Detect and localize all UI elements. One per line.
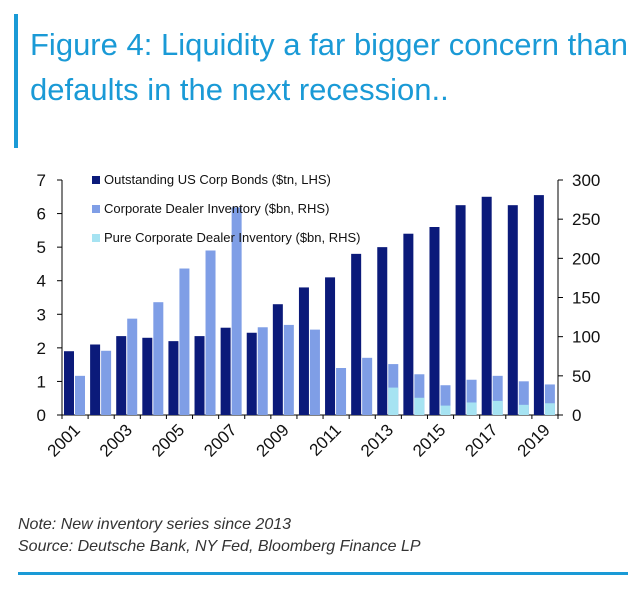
bonds-bar xyxy=(533,195,544,415)
left-tick-label: 4 xyxy=(37,272,46,291)
right-tick-label: 300 xyxy=(572,171,600,190)
bonds-bar xyxy=(377,247,388,415)
dealer-inventory-bar xyxy=(179,268,190,415)
bonds-bar xyxy=(455,205,466,415)
bonds-bar xyxy=(351,253,362,415)
right-tick-label: 150 xyxy=(572,289,600,308)
bonds-bar xyxy=(142,337,153,415)
dealer-inventory-bar xyxy=(283,324,294,415)
dealer-inventory-bar xyxy=(127,318,138,415)
pure-dealer-inventory-bar xyxy=(440,405,451,415)
bonds-bar xyxy=(429,227,440,415)
legend-dealer-inventory-swatch xyxy=(92,205,100,213)
left-tick-label: 3 xyxy=(37,305,46,324)
dealer-inventory-bar xyxy=(544,384,555,415)
bonds-bar xyxy=(325,277,336,415)
bonds-bar xyxy=(507,205,518,415)
bonds-bar xyxy=(168,341,179,415)
left-tick-label: 0 xyxy=(37,406,46,425)
right-tick-label: 100 xyxy=(572,328,600,347)
pure-dealer-inventory-bar xyxy=(492,400,503,415)
x-tick-label: 2003 xyxy=(96,420,136,460)
left-tick-label: 2 xyxy=(37,339,46,358)
dealer-inventory-bar xyxy=(309,329,320,415)
dealer-inventory-bar xyxy=(205,250,216,415)
right-tick-label: 200 xyxy=(572,249,600,268)
left-tick-label: 6 xyxy=(37,205,46,224)
dealer-inventory-bar xyxy=(153,302,164,415)
x-tick-label: 2011 xyxy=(306,420,345,459)
left-tick-label: 5 xyxy=(37,238,46,257)
legend-bonds-swatch xyxy=(92,176,100,184)
legend-pure-dealer-inventory-label: Pure Corporate Dealer Inventory ($bn, RH… xyxy=(104,230,361,245)
legend-bonds-label: Outstanding US Corp Bonds ($tn, LHS) xyxy=(104,172,331,187)
right-tick-label: 0 xyxy=(572,406,581,425)
note-text: Note: New inventory series since 2013 xyxy=(18,516,292,533)
dealer-inventory-bar xyxy=(466,379,477,415)
x-tick-label: 2017 xyxy=(461,420,501,460)
figure-title: Figure 4: Liquidity a far bigger concern… xyxy=(30,27,628,107)
left-tick-label: 7 xyxy=(37,171,46,190)
bonds-bar xyxy=(298,287,309,415)
bottom-rule xyxy=(18,572,628,575)
bonds-bar xyxy=(64,351,74,415)
x-tick-label: 2005 xyxy=(148,420,188,460)
legend-pure-dealer-inventory-swatch xyxy=(92,234,100,242)
bonds-bar xyxy=(90,344,101,415)
dealer-inventory-bar xyxy=(101,350,112,415)
x-tick-label: 2015 xyxy=(409,420,449,460)
pure-dealer-inventory-bar xyxy=(414,397,425,415)
bonds-bar xyxy=(246,332,257,415)
pure-dealer-inventory-bar xyxy=(388,387,399,415)
right-tick-label: 250 xyxy=(572,210,600,229)
dealer-inventory-bar xyxy=(414,374,425,415)
dealer-inventory-bar xyxy=(231,207,242,415)
bonds-bar xyxy=(194,336,205,415)
legend-dealer-inventory-label: Corporate Dealer Inventory ($bn, RHS) xyxy=(104,201,329,216)
dealer-inventory-bar xyxy=(75,375,85,415)
dealer-inventory-bar xyxy=(518,381,529,415)
bonds-bar xyxy=(403,233,414,415)
left-tick-label: 1 xyxy=(37,372,46,391)
x-tick-label: 2019 xyxy=(514,420,554,460)
pure-dealer-inventory-bar xyxy=(466,402,477,415)
chart-notes: Note: New inventory series since 2013 So… xyxy=(18,514,421,558)
dealer-inventory-bar xyxy=(257,327,268,415)
bonds-bar xyxy=(272,304,283,415)
x-tick-label: 2001 xyxy=(44,420,84,460)
pure-dealer-inventory-bar xyxy=(518,404,529,415)
bar-chart: 0 1 2 3 4 5 6 7 0 50 100 150 200 250 300 2001 2003 2005 20… xyxy=(37,171,601,461)
title-accent-bar xyxy=(14,14,18,148)
x-tick-label: 2007 xyxy=(200,420,240,460)
pure-dealer-inventory-bar xyxy=(544,403,555,415)
x-tick-label: 2009 xyxy=(253,420,293,460)
bonds-bar xyxy=(116,336,127,415)
dealer-inventory-bar xyxy=(362,357,373,415)
bonds-bar xyxy=(481,196,492,415)
bonds-bar xyxy=(220,327,231,415)
right-tick-label: 50 xyxy=(572,367,591,386)
x-tick-label: 2013 xyxy=(357,420,397,460)
dealer-inventory-bar xyxy=(492,375,503,415)
source-text: Source: Deutsche Bank, NY Fed, Bloomberg… xyxy=(18,538,421,555)
dealer-inventory-bar xyxy=(336,368,347,415)
dealer-inventory-bar xyxy=(440,385,451,415)
